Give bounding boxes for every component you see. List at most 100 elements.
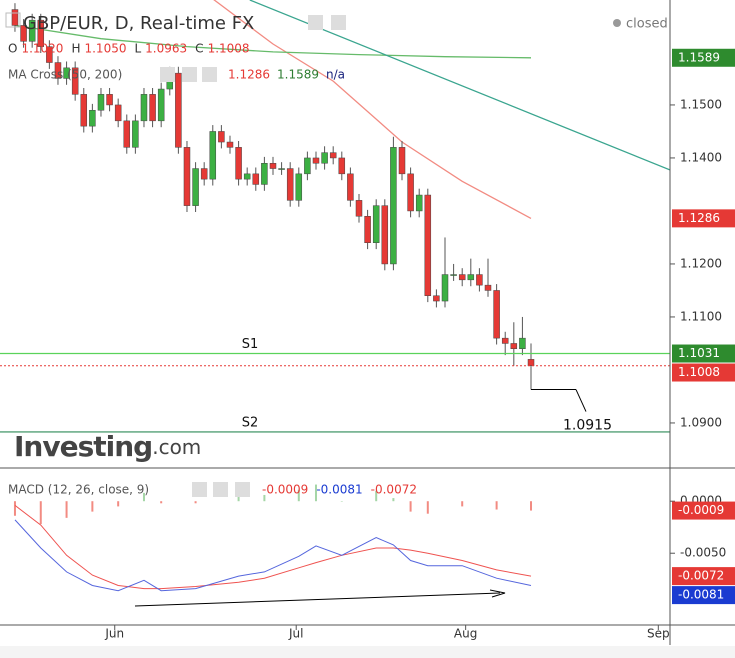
candle-body [209,131,217,180]
status-dot [613,19,621,27]
candle-body [407,173,414,212]
y-tick-label: 1.1200 [680,256,722,270]
candle-body [252,173,260,185]
macd-name: MACD (12, 26, close, 9) [8,483,149,497]
candle-body [441,274,449,302]
candle-body [364,215,371,243]
macd-value: -0.0072 [371,483,417,497]
indicator-value: 1.1286 [228,68,270,82]
price-marker [672,48,735,67]
macd-gear[interactable] [213,482,228,497]
price-marker-label: 1.1589 [678,50,720,64]
support-label: S2 [242,415,259,430]
histogram-bar [530,501,533,511]
candle-body [321,152,328,164]
histogram-bar [461,501,464,507]
moving-average [213,0,532,219]
candle-body [20,25,27,42]
candle-body [63,67,70,79]
histogram-bar [392,498,395,502]
candle-body [458,274,466,281]
candle-body [295,173,303,201]
settings-icon[interactable] [308,15,323,30]
candle-body [11,9,19,26]
indicator-eye[interactable] [160,67,175,82]
candle-body [467,274,475,281]
candle-body [243,173,251,180]
x-tick-label: Jun [104,627,124,641]
moving-average [14,24,532,59]
drawn-trend-arrow [134,592,501,607]
price-marker [672,209,735,228]
arrow-head [489,589,506,598]
y-tick-label: 1.1400 [680,150,722,164]
indicator-value: 1.1589 [277,68,319,82]
histogram-bar [297,489,300,502]
price-marker-label: -0.0009 [678,503,724,517]
candle-body [424,194,432,296]
x-tick-label: Jul [288,627,303,641]
marks-layer [11,0,670,390]
histogram-bar [13,501,16,516]
market-status: closed [626,17,668,32]
macd-eye[interactable] [192,482,207,497]
watermark: Investing.com [14,430,201,463]
histogram-bar [91,501,94,512]
candle-body [28,19,36,42]
ohlc-key: C [195,42,203,56]
annotation-label: 1.0915 [563,418,612,434]
ohlc-value: 1.1008 [208,42,250,56]
candle-body [329,152,337,159]
price-marker-label: -0.0072 [678,569,724,583]
ohlc-key: L [134,42,141,56]
candle-body [235,147,242,180]
candle-body [278,168,285,170]
candle-body [484,284,492,291]
indicator-gear[interactable] [182,67,197,82]
histogram-bar [314,484,317,502]
ohlc-value: 1.1020 [21,42,63,56]
collapse-button[interactable] [5,12,21,28]
ohlc-value: 1.0963 [145,42,187,56]
indicator-name: MA Cross (50, 200) [8,68,122,82]
candle-body [372,205,380,243]
y-tick-label: 1.1500 [680,97,722,111]
ohlc-key: O [8,42,17,56]
candle-body [304,157,311,175]
gear-icon[interactable] [331,15,346,30]
price-marker [672,363,735,382]
toolbar[interactable] [0,646,735,658]
macd-line [14,519,532,592]
candle-body [347,173,354,201]
price-marker-label: 1.1286 [678,211,720,225]
histogram-bar [426,501,429,514]
signal-line [14,505,532,590]
candle-body [157,88,165,122]
candle-body [381,205,389,265]
ohlc-value: 1.1050 [84,42,126,56]
histogram-bar [160,501,163,504]
candle-body [149,94,156,122]
candle-body [390,147,397,265]
histogram-bar [340,501,343,502]
ohlc-key: H [71,42,80,56]
candle-body [286,168,294,201]
macd-close[interactable] [235,482,250,497]
watermark-domain: .com [152,435,201,459]
back-layer: 1.15001.14001.12001.11001.09000.0000-0.0… [14,97,726,640]
candle-body [312,157,320,164]
candle-body [338,157,346,175]
candle-body [527,359,535,366]
candle-body [501,337,509,344]
price-marker [672,501,735,520]
histogram-bar [142,492,145,502]
candle-body [106,94,113,106]
candle-body [140,94,148,122]
price-marker [672,344,735,363]
symbol-title: GBP/EUR, D, Real-time FX [23,13,254,34]
candle-body [415,194,423,212]
support-label: S1 [242,337,259,352]
indicator-close[interactable] [202,67,217,82]
